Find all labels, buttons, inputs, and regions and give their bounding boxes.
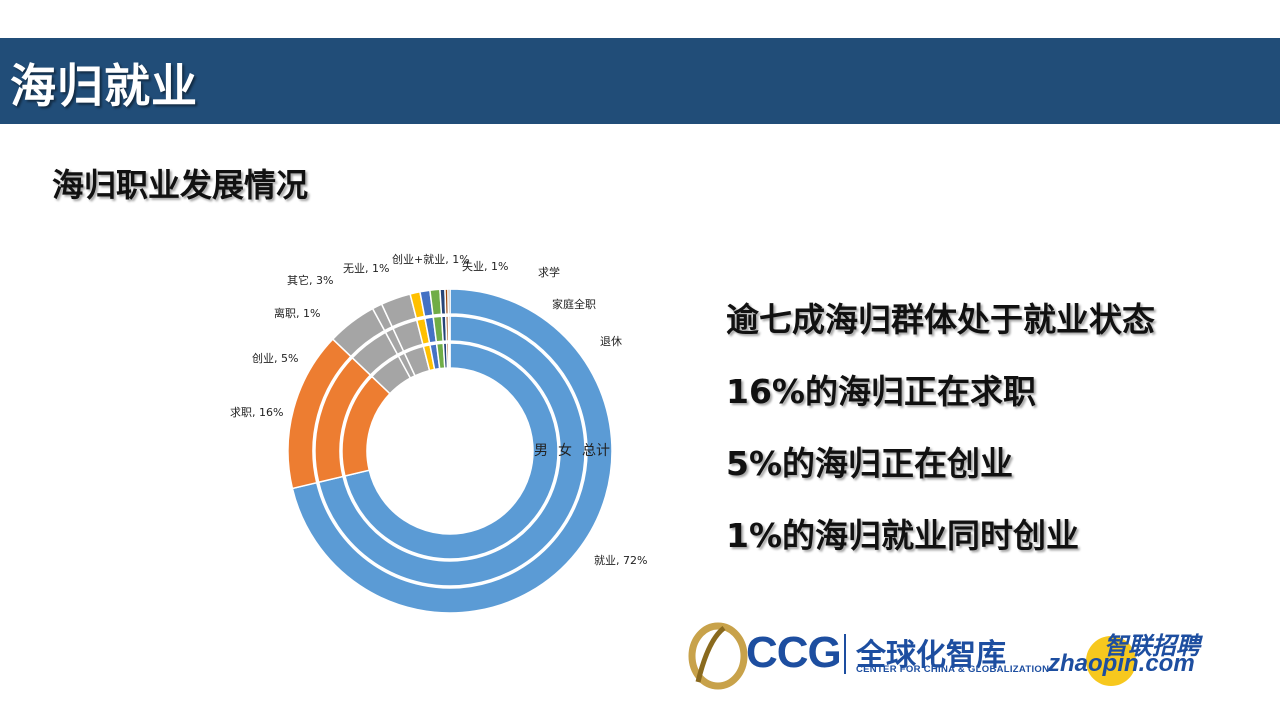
ring-series-label: 女 bbox=[558, 442, 572, 459]
zhaopin-logo-english: zhaopin.com bbox=[1048, 650, 1195, 677]
ccg-logo-chinese: 全球化智库 bbox=[856, 638, 1006, 673]
donut-slice bbox=[291, 288, 613, 614]
ring-series-label: 总计 bbox=[582, 443, 610, 459]
donut-slice bbox=[344, 342, 559, 560]
ccg-logo-text: CCG bbox=[746, 628, 842, 677]
slice-data-label: 创业, 5% bbox=[252, 352, 298, 365]
slice-data-label: 求职, 16% bbox=[230, 406, 283, 419]
slice-data-label: 家庭全职 bbox=[552, 297, 596, 311]
ccg-logo-english: CENTER FOR CHINA & GLOBALIZATION bbox=[856, 664, 1050, 675]
slice-data-label: 创业+就业, 1% bbox=[392, 252, 470, 266]
donut-slice bbox=[447, 342, 451, 369]
zhaopin-logo-chinese: 智联招聘 bbox=[1104, 632, 1200, 660]
title-bar: 海归就业 bbox=[0, 38, 1280, 124]
donut-slice bbox=[447, 315, 451, 342]
bullet-list: 逾七成海归群体处于就业状态 16%的海归正在求职 5%的海归正在创业 1%的海归… bbox=[726, 292, 1266, 580]
chart-subtitle: 海归职业发展情况 bbox=[52, 166, 309, 204]
slice-data-label: 离职, 1% bbox=[274, 306, 320, 320]
slice-data-label: 其它, 3% bbox=[287, 273, 333, 287]
donut-slice bbox=[447, 288, 451, 315]
ring-series-label: 男 bbox=[534, 443, 548, 459]
slice-data-label: 无业, 1% bbox=[343, 262, 389, 275]
logos: CCG 全球化智库 CENTER FOR CHINA & GLOBALIZATI… bbox=[684, 620, 1204, 692]
bullet-item: 5%的海归正在创业 bbox=[726, 444, 1014, 483]
slice-data-label: 求学 bbox=[538, 265, 560, 279]
donut-slice bbox=[317, 315, 586, 587]
logo-divider bbox=[844, 634, 846, 674]
slice-data-label: 就业, 72% bbox=[594, 553, 647, 567]
bullet-item: 1%的海归就业同时创业 bbox=[726, 516, 1080, 555]
bullet-item: 逾七成海归群体处于就业状态 bbox=[726, 300, 1155, 339]
page-title: 海归就业 bbox=[10, 59, 198, 113]
bullet-item: 16%的海归正在求职 bbox=[726, 372, 1036, 411]
slice-data-label: 退休 bbox=[600, 335, 622, 348]
ccg-emblem-icon bbox=[688, 622, 748, 690]
slice-data-label: 失业, 1% bbox=[462, 260, 508, 273]
